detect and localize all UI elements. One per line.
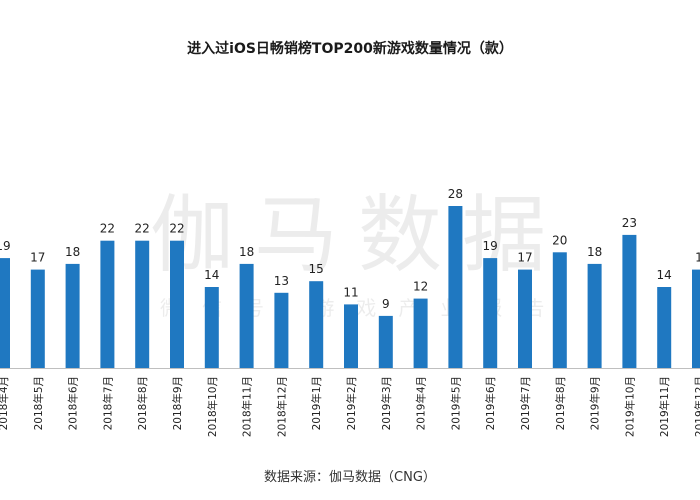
data-label-19: 23 — [622, 216, 637, 230]
data-label-17: 20 — [552, 233, 567, 247]
data-label-12: 9 — [382, 297, 390, 311]
data-label-13: 12 — [413, 280, 428, 294]
x-tick-label-20: 2019年11月 — [658, 376, 671, 437]
data-label-4: 22 — [100, 222, 115, 236]
bar-21 — [692, 269, 700, 368]
data-label-9: 13 — [274, 274, 289, 288]
data-label-14: 28 — [448, 187, 463, 201]
bar-5 — [135, 240, 150, 368]
x-tick-label-5: 2018年8月 — [136, 376, 149, 430]
x-tick-label-14: 2019年5月 — [449, 376, 462, 430]
bar-4 — [100, 240, 115, 368]
watermark-logo-text: 伽马数据 — [150, 186, 567, 284]
chart-title: 进入过iOS日畅销榜TOP200新游戏数量情况（款） — [187, 41, 513, 57]
x-tick-label-2: 2018年5月 — [32, 376, 45, 430]
bar-2 — [30, 269, 45, 368]
x-tick-label-17: 2019年8月 — [554, 376, 567, 430]
x-tick-labels: 2018年4月 2018年5月 2018年6月 2018年7月 2018年8月 2018年… — [0, 376, 700, 437]
data-label-10: 15 — [309, 262, 324, 276]
data-label-7: 14 — [204, 268, 219, 282]
source-note: 数据来源：伽马数据（CNG） — [264, 470, 436, 485]
x-tick-label-13: 2019年4月 — [415, 376, 428, 430]
data-label-16: 17 — [517, 251, 532, 265]
bar-9 — [274, 292, 289, 368]
bar-10 — [309, 281, 324, 368]
data-label-11: 11 — [343, 285, 358, 299]
bar-17 — [552, 252, 567, 368]
bar-19 — [622, 234, 637, 368]
bar-16 — [518, 269, 532, 368]
x-tick-label-16: 2019年7月 — [519, 376, 532, 430]
data-label-1: 19 — [0, 239, 11, 253]
bar-13 — [413, 298, 428, 368]
data-label-6: 22 — [169, 222, 184, 236]
bar-3 — [65, 263, 80, 368]
x-tick-label-10: 2019年1月 — [310, 376, 323, 430]
x-tick-label-9: 2018年12月 — [275, 376, 288, 437]
data-label-5: 22 — [135, 222, 150, 236]
x-tick-label-18: 2019年9月 — [589, 376, 602, 430]
x-tick-label-21: 2019年12月 — [693, 376, 700, 437]
bar-20 — [657, 287, 672, 368]
data-label-21: 1 — [695, 251, 700, 265]
bars-layer: 19 17 18 22 22 22 14 18 13 15 11 9 12 28 19 17 20 18 23 14 1 — [0, 187, 700, 368]
bar-8 — [239, 263, 254, 368]
x-tick-label-6: 2018年9月 — [171, 376, 184, 430]
x-tick-label-11: 2019年2月 — [345, 376, 358, 430]
data-label-20: 14 — [657, 268, 672, 282]
x-tick-label-1: 2018年4月 — [0, 376, 10, 430]
x-tick-label-15: 2019年6月 — [484, 376, 497, 430]
bar-15 — [483, 258, 498, 368]
bar-1 — [0, 258, 10, 368]
bar-14 — [448, 206, 463, 368]
bar-18 — [587, 263, 602, 368]
x-tick-label-8: 2018年11月 — [241, 376, 254, 437]
bar-6 — [170, 240, 184, 368]
x-tick-label-4: 2018年7月 — [101, 376, 114, 430]
bar-7 — [204, 287, 219, 368]
bar-12 — [378, 315, 393, 368]
bar-11 — [344, 304, 358, 368]
x-tick-label-12: 2019年3月 — [380, 376, 393, 430]
data-label-18: 18 — [587, 245, 602, 259]
x-tick-label-3: 2018年6月 — [67, 376, 80, 430]
x-tick-label-7: 2018年10月 — [206, 376, 219, 437]
data-label-2: 17 — [30, 251, 45, 265]
data-label-8: 18 — [239, 245, 254, 259]
data-label-3: 18 — [65, 245, 80, 259]
x-tick-label-19: 2019年10月 — [623, 376, 636, 437]
data-label-15: 19 — [483, 239, 498, 253]
